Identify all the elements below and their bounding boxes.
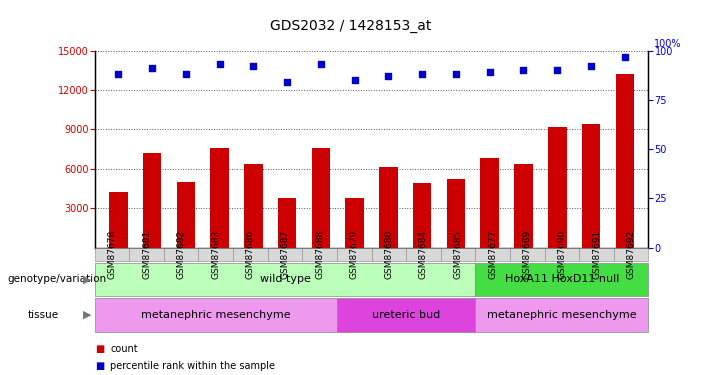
Bar <box>615 74 634 248</box>
Text: GSM87680: GSM87680 <box>384 230 393 279</box>
Bar <box>447 179 465 248</box>
Point <box>552 68 563 74</box>
Text: metanephric mesenchyme: metanephric mesenchyme <box>141 310 291 320</box>
Text: GSM87687: GSM87687 <box>280 230 290 279</box>
Bar <box>548 127 566 248</box>
Text: ureteric bud: ureteric bud <box>372 310 440 320</box>
Text: GDS2032 / 1428153_at: GDS2032 / 1428153_at <box>270 19 431 33</box>
Bar <box>413 183 432 248</box>
Text: count: count <box>110 344 137 354</box>
Bar <box>210 148 229 248</box>
Bar <box>278 198 297 248</box>
Bar <box>244 164 263 248</box>
Text: metanephric mesenchyme: metanephric mesenchyme <box>487 310 637 320</box>
Bar <box>143 153 161 248</box>
Text: GSM87683: GSM87683 <box>211 230 220 279</box>
Text: GSM87677: GSM87677 <box>488 230 497 279</box>
Point <box>484 69 496 75</box>
Text: GSM87685: GSM87685 <box>454 230 463 279</box>
Text: HoxA11 HoxD11 null: HoxA11 HoxD11 null <box>505 274 619 284</box>
Text: GSM87682: GSM87682 <box>177 230 186 279</box>
Point <box>315 62 327 68</box>
Point <box>585 63 597 69</box>
Text: genotype/variation: genotype/variation <box>7 274 106 284</box>
Text: GSM87688: GSM87688 <box>315 230 324 279</box>
Text: GSM87689: GSM87689 <box>523 230 532 279</box>
Point <box>147 65 158 71</box>
Point <box>518 68 529 74</box>
Bar <box>109 192 128 248</box>
Point <box>180 71 191 77</box>
Text: wild type: wild type <box>259 274 311 284</box>
Text: GSM87679: GSM87679 <box>350 230 359 279</box>
Text: GSM87684: GSM87684 <box>419 230 428 279</box>
Point <box>282 79 293 85</box>
Text: ■: ■ <box>95 344 104 354</box>
Point <box>247 63 259 69</box>
Bar <box>346 198 364 248</box>
Text: GSM87690: GSM87690 <box>557 230 566 279</box>
Bar <box>582 124 600 248</box>
Bar <box>177 182 195 248</box>
Text: ▶: ▶ <box>83 274 91 284</box>
Bar <box>480 158 499 248</box>
Text: GSM87678: GSM87678 <box>107 230 116 279</box>
Point <box>113 71 124 77</box>
Bar <box>515 164 533 248</box>
Point <box>349 77 360 83</box>
Point <box>214 62 225 68</box>
Text: 100%: 100% <box>654 39 681 49</box>
Bar <box>311 148 330 248</box>
Bar <box>379 167 397 248</box>
Text: GSM87681: GSM87681 <box>142 230 151 279</box>
Text: percentile rank within the sample: percentile rank within the sample <box>110 361 275 370</box>
Text: ■: ■ <box>95 361 104 370</box>
Text: GSM87692: GSM87692 <box>627 230 636 279</box>
Point <box>619 54 630 60</box>
Point <box>383 73 394 79</box>
Point <box>416 71 428 77</box>
Text: GSM87691: GSM87691 <box>592 230 601 279</box>
Text: ▶: ▶ <box>83 310 91 320</box>
Text: GSM87686: GSM87686 <box>246 230 255 279</box>
Point <box>450 71 461 77</box>
Text: tissue: tissue <box>28 310 59 320</box>
